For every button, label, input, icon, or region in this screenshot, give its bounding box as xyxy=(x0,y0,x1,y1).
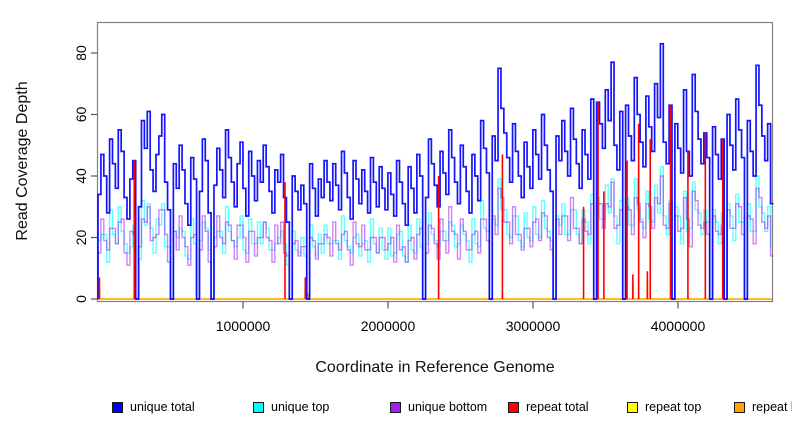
legend-item-unique-top: unique top xyxy=(253,399,329,415)
x-tick-label-1m: 1000000 xyxy=(216,318,271,334)
legend-label: repeat top xyxy=(645,400,702,414)
series-unique-bottom xyxy=(97,175,774,300)
legend-label: repeat bottom xyxy=(752,400,792,414)
y-tick-label-40: 40 xyxy=(73,168,89,184)
y-tick-label-20: 20 xyxy=(73,230,89,246)
repeat-bottom-swatch-icon xyxy=(734,401,745,413)
legend-label: repeat total xyxy=(526,400,589,414)
repeat-top-swatch-icon xyxy=(627,401,638,413)
legend-item-repeat-top: repeat top xyxy=(627,399,701,415)
x-tick-label-2m: 2000000 xyxy=(361,318,416,334)
legend-label: unique bottom xyxy=(408,400,488,414)
legend-label: unique top xyxy=(271,400,330,414)
x-axis-title: Coordinate in Reference Genome xyxy=(315,359,554,376)
series-layer xyxy=(97,42,774,300)
legend-item-unique-total: unique total xyxy=(112,399,195,415)
x-tick-label-4m: 4000000 xyxy=(651,318,706,334)
chart-legend: unique total unique top unique bottom re… xyxy=(0,399,792,421)
y-tick-label-0: 0 xyxy=(73,295,89,303)
legend-item-repeat-bottom: repeat bottom xyxy=(734,399,792,415)
x-axis-ticks xyxy=(242,301,679,309)
x-tick-label-3m: 3000000 xyxy=(506,318,561,334)
unique-top-swatch-icon xyxy=(253,401,264,413)
unique-total-swatch-icon xyxy=(112,401,123,413)
y-axis-ticks xyxy=(91,52,98,300)
coverage-chart-svg: 0 20 40 60 80 1000000 2000000 3000000 40… xyxy=(14,21,774,376)
legend-item-unique-bottom: unique bottom xyxy=(390,399,487,415)
legend-label: unique total xyxy=(130,400,195,414)
y-axis-title: Read Coverage Depth xyxy=(14,81,31,240)
repeat-total-swatch-icon xyxy=(508,401,519,413)
plot-frame xyxy=(96,21,774,303)
unique-bottom-swatch-icon xyxy=(390,401,401,413)
legend-item-repeat-total: repeat total xyxy=(508,399,589,415)
y-tick-label-60: 60 xyxy=(73,107,89,123)
series-unique-total xyxy=(97,42,774,300)
y-tick-label-80: 80 xyxy=(73,45,89,61)
